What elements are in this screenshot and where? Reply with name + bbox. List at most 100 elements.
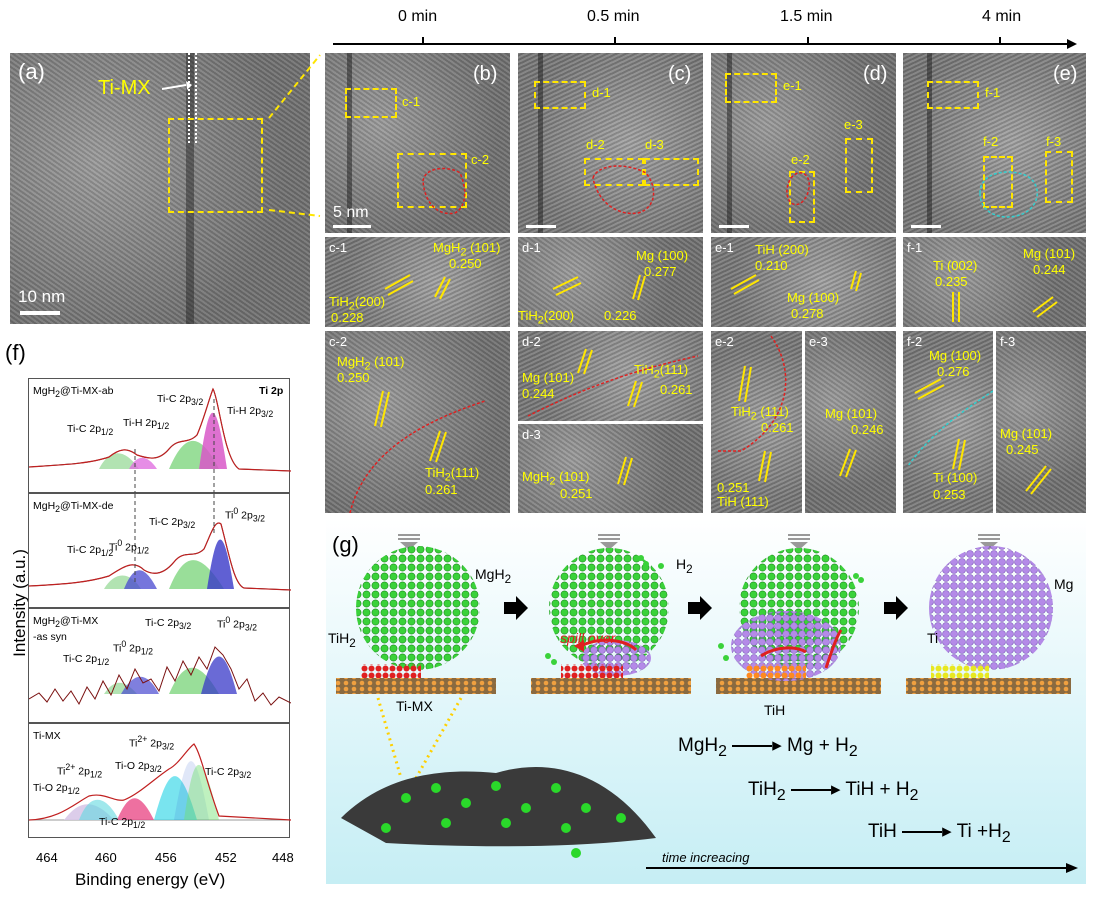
text: TiH — [328, 630, 349, 646]
subscript: 1/2 — [133, 820, 145, 830]
sample-name: -as syn — [33, 631, 67, 643]
label-ti: Ti — [927, 630, 938, 646]
d-spacing: 0.251 — [560, 487, 593, 501]
time-label-0: 0 min — [398, 8, 437, 26]
box-label-e3: e-3 — [844, 118, 863, 132]
subscript: 3/2 — [245, 623, 257, 633]
subscript: 2 — [1002, 829, 1011, 846]
subscript: 1/2 — [141, 647, 153, 657]
lattice-label: TiH — [518, 308, 538, 323]
xps-xlabel: Binding energy (eV) — [75, 870, 225, 890]
subscript: 1/2 — [137, 546, 149, 556]
xps-tick: 448 — [272, 850, 294, 865]
panel-tag-b: (b) — [473, 63, 497, 86]
xps-corner-label: Ti 2p — [259, 385, 283, 397]
box-label-e2: e-2 — [791, 153, 810, 167]
xps-panel-3: MgH2@Ti-MX -as syn Ti-C 2p1/2 Ti0 2p1/2 … — [28, 608, 290, 723]
peak-label: Ti-H 2p — [123, 417, 157, 429]
peak-label: 2p — [233, 619, 245, 631]
sample-name: MgH — [33, 500, 55, 512]
lattice-label: Mg (101) — [1023, 247, 1075, 261]
sample-name: MgH — [33, 385, 55, 397]
ti-mx-label: Ti-MX — [98, 77, 151, 99]
superscript: 0 — [225, 615, 230, 625]
xps-tick: 456 — [155, 850, 177, 865]
text: TiH — [868, 821, 897, 842]
peak-label: 2p — [150, 738, 162, 750]
lattice-label: MgH — [522, 469, 549, 484]
superscript: 0 — [233, 506, 238, 516]
label-mg: Mg — [1054, 576, 1073, 592]
panel-tag-a: (a) — [18, 59, 45, 85]
label-tih: TiH — [764, 702, 785, 718]
text: TiH + H — [845, 779, 909, 800]
zoom-id: f-3 — [1000, 335, 1015, 349]
peak-label: 2p — [125, 542, 137, 554]
zoom-d2: d-2 Mg (101) 0.244 TiH2(111) 0.261 — [518, 331, 703, 421]
tem-panel-d: e-1 e-2 e-3 (d) — [711, 53, 896, 233]
sample-name: @Ti-MX-de — [60, 500, 113, 512]
lattice-label: TiH (200) — [755, 243, 809, 257]
zoom-c2: c-2 MgH2 (101) 0.250 TiH2(111) 0.261 — [325, 331, 510, 513]
scale-bar-b: 5 nm — [333, 204, 369, 222]
lattice-label: TiH — [329, 294, 349, 309]
peak-label: Ti-H 2p — [227, 405, 261, 417]
subscript: 2 — [849, 743, 858, 760]
zoom-id: e-1 — [715, 241, 734, 255]
xps-panel-2: MgH2@Ti-MX-de Ti-C 2p1/2 Ti0 2p1/2 Ti-C … — [28, 493, 290, 608]
box-label-f1: f-1 — [985, 86, 1000, 100]
xps-panel-4: Ti-MX Ti-O 2p1/2 Ti2+ 2p1/2 Ti-O 2p3/2 T… — [28, 723, 290, 838]
d-spacing: 0.246 — [851, 423, 884, 437]
peak-label: Ti-C 2p — [67, 544, 101, 556]
zoom-id: d-3 — [522, 428, 541, 442]
xps-tick: 460 — [95, 850, 117, 865]
text: TiH — [748, 779, 777, 800]
panel-tag-d: (d) — [863, 63, 887, 86]
equation-3: TiH ▸ Ti +H2 — [868, 820, 1011, 847]
subscript: 2 — [349, 637, 355, 650]
xps-tick: 452 — [215, 850, 237, 865]
subscript: 3/2 — [179, 621, 191, 631]
superscript: 2+ — [65, 762, 75, 772]
peak-label: Ti-C 2p — [99, 816, 133, 828]
peak-label: Ti-C 2p — [63, 653, 97, 665]
xps-ylabel: Intensity (a.u.) — [10, 523, 30, 683]
peak-label: Ti-C 2p — [157, 393, 191, 405]
text: MgH — [678, 735, 718, 756]
sample-name: MgH — [33, 615, 55, 627]
subscript: 2 — [686, 563, 692, 576]
box-label-d2: d-2 — [586, 138, 605, 152]
time-label-1: 0.5 min — [587, 8, 639, 26]
time-label-2: 1.5 min — [780, 8, 832, 26]
lattice-label: Mg (100) — [636, 249, 688, 263]
d-spacing: 0.228 — [331, 311, 364, 325]
panel-tag-e: (e) — [1053, 63, 1077, 86]
zoom-id: c-1 — [329, 241, 347, 255]
zoom-d1: d-1 Mg (100) 0.277 TiH2(200) 0.226 — [518, 237, 703, 327]
subscript: 3/2 — [162, 742, 174, 752]
label-time-increasing: time increacing — [662, 850, 749, 865]
zoom-e2: e-2 TiH2 (111) 0.261 0.251 TiH (111) — [711, 331, 802, 513]
subscript: 1/2 — [68, 786, 80, 796]
peak-label: 2p — [78, 766, 90, 778]
subscript: 2 — [777, 787, 786, 804]
subscript: 3/2 — [253, 514, 265, 524]
lattice-label: (101) — [466, 240, 500, 255]
subscript: 1/2 — [90, 770, 102, 780]
time-label-3: 4 min — [982, 8, 1021, 26]
zoom-c1: c-1 MgH2 (101) 0.250 TiH2(200) 0.228 — [325, 237, 510, 327]
peak-label: Ti-O 2p — [33, 782, 68, 794]
equation-2: TiH2 ▸ TiH + H2 — [748, 778, 918, 805]
peak-label: Ti-C 2p — [145, 617, 179, 629]
zoom-f3: f-3 Mg (101) 0.245 — [996, 331, 1086, 513]
peak-label: Ti-C 2p — [67, 423, 101, 435]
zoom-connector — [255, 50, 325, 220]
subscript: 1/2 — [97, 657, 109, 667]
label-mgh2: MgH2 — [475, 566, 511, 586]
subscript: 3/2 — [150, 764, 162, 774]
peak-label: Ti-O 2p — [115, 760, 150, 772]
lattice-label: (200) — [544, 308, 574, 323]
zoom-e3: e-3 Mg (101) 0.246 — [805, 331, 896, 513]
sample-name: @Ti-MX-ab — [60, 385, 113, 397]
subscript: 2 — [505, 573, 511, 586]
